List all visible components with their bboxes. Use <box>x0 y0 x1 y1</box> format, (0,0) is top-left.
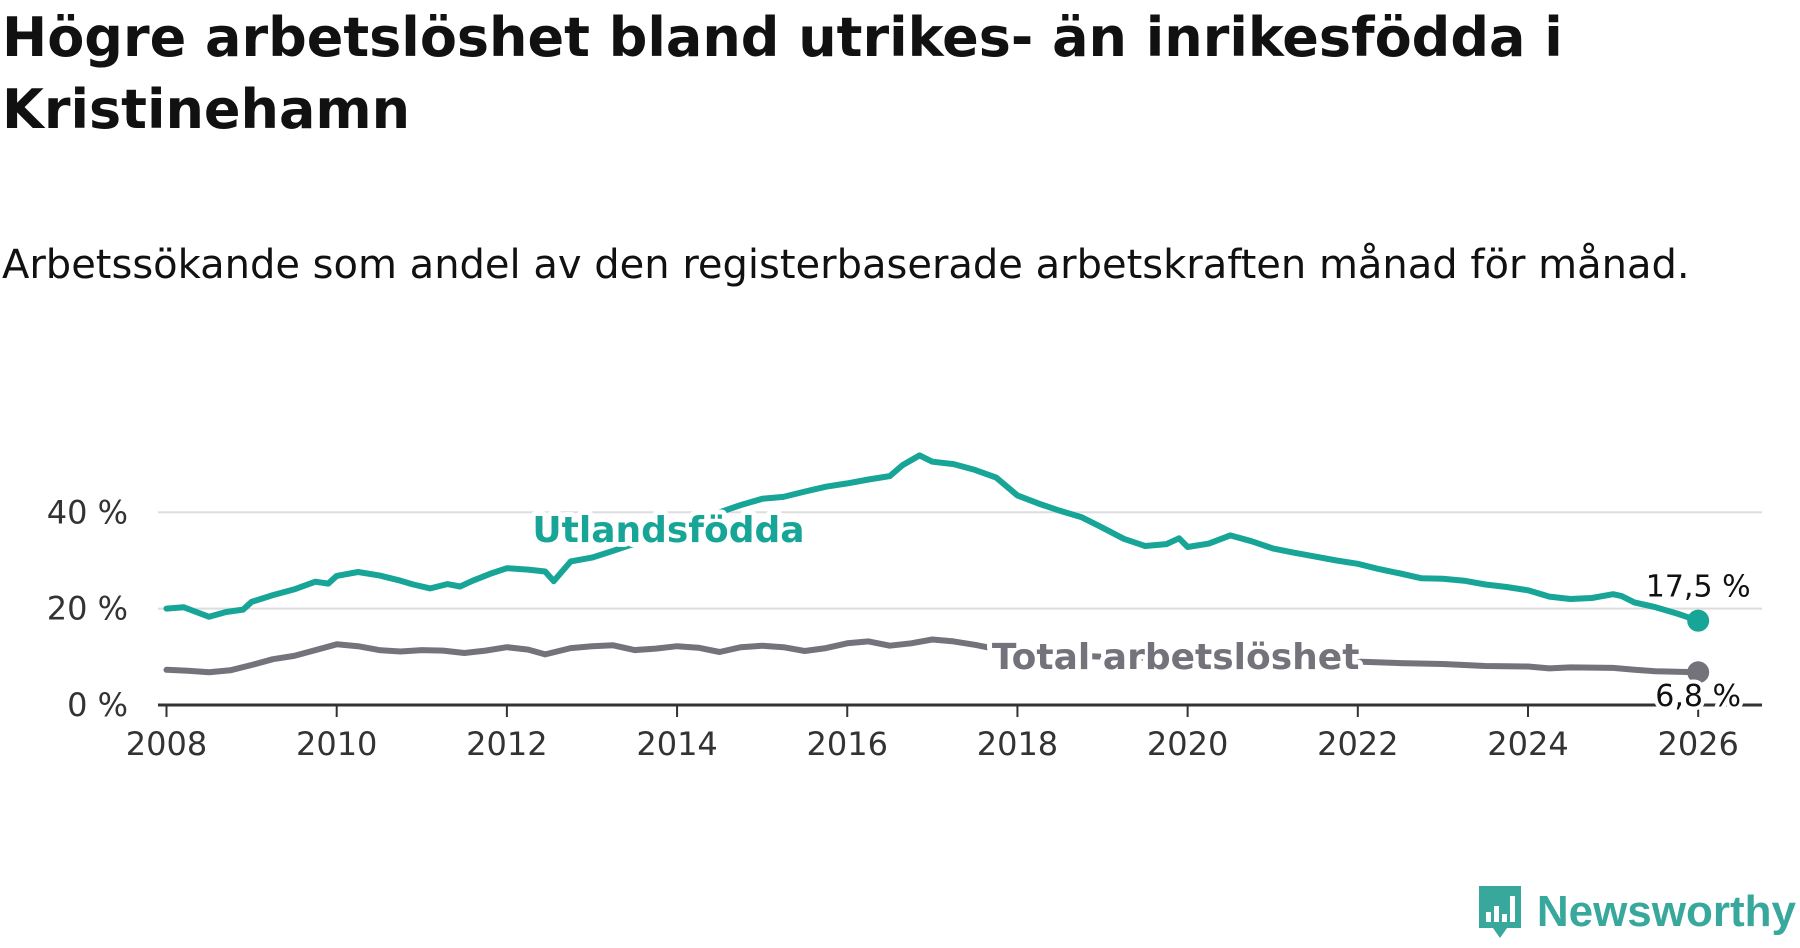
x-tick-label-2024: 2024 <box>1487 725 1568 763</box>
series-line-utlandsf-dda <box>163 452 1702 624</box>
series-end-point-total-arbetsl-shet <box>1687 661 1710 684</box>
gridlines <box>158 511 1762 707</box>
chart-subtitle: Arbetssökande som andel av den registerb… <box>2 242 1690 288</box>
series-end-point-utlandsf-dda <box>1687 609 1710 632</box>
brand-logo: Newsworthy <box>1475 882 1796 942</box>
y-tick-label-0: 0 % <box>67 686 128 724</box>
series-label-utlandsfodda: Utlandsfödda <box>532 510 804 551</box>
x-tick-label-2026: 2026 <box>1657 725 1738 763</box>
x-tick-label-2016: 2016 <box>807 725 888 763</box>
line-chart: 0 % 20 % 40 % 2008 2010 2012 2014 2016 2018 2020… <box>47 452 1762 763</box>
series-labels: Utlandsfödda Total arbetslöshet 17,5 % 6,8 … <box>527 505 1754 718</box>
newsworthy-logo-icon <box>1478 886 1521 938</box>
x-axis-ticks: 2008 2010 2012 2014 2016 2018 2020 2022 2024 2026 <box>126 705 1739 763</box>
x-tick-label-2008: 2008 <box>126 725 207 763</box>
brand-name: Newsworthy <box>1536 887 1796 936</box>
x-tick-label-2022: 2022 <box>1317 725 1398 763</box>
x-tick-label-2018: 2018 <box>977 725 1058 763</box>
series-label-total: Total arbetslöshet <box>992 637 1360 678</box>
x-tick-label-2020: 2020 <box>1147 725 1228 763</box>
y-axis-ticks: 0 % 20 % 40 % <box>47 493 128 724</box>
x-tick-label-2010: 2010 <box>296 725 377 763</box>
chart-title: Högre arbetslöshet bland utrikes- än inr… <box>2 6 1563 141</box>
end-value-label-utlandsfodda: 17,5 % <box>1646 570 1751 605</box>
x-tick-label-2014: 2014 <box>636 725 717 763</box>
end-value-label-total: 6,8 % <box>1655 679 1741 714</box>
series-line-total-arbetsl-shet <box>163 636 1702 676</box>
y-tick-label-20: 20 % <box>47 590 128 628</box>
series-lines <box>163 452 1710 684</box>
x-tick-label-2012: 2012 <box>466 725 547 763</box>
y-tick-label-40: 40 % <box>47 493 128 531</box>
